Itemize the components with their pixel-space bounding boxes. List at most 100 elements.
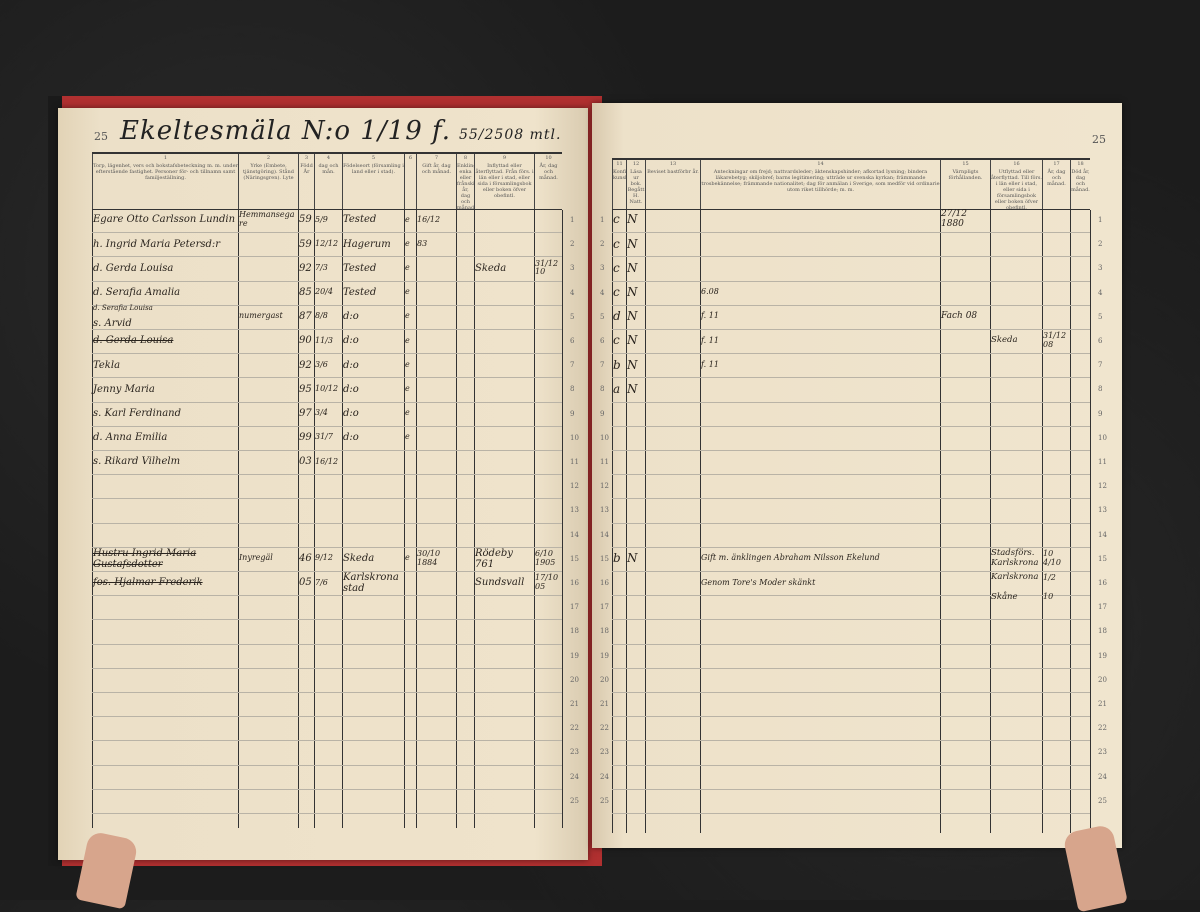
row-number: 14 [570,530,579,539]
row-number: 3 [570,264,575,273]
row-number: 1 [600,216,605,224]
row-number: 15 [600,554,609,563]
handwritten-entry: a [613,381,621,396]
handwritten-entry: 92 [299,359,312,371]
row-number: 4 [570,288,575,297]
column-number: 17 [1053,161,1060,167]
column-header-label: Yrke (Embete, tjänstgöring). Stånd (Näri… [243,163,294,181]
row-number: 25 [1098,796,1107,805]
handwritten-entry: f. 11 [701,311,719,321]
column-number: 9 [502,155,507,161]
row-number: 25 [600,796,609,805]
handwritten-entry: 31/12 08 [1043,331,1067,349]
handwritten-entry: Karlskrona [991,572,1039,583]
column-header: 7 Gift år, dag och månad. [416,154,456,209]
handwritten-entry: d:o [343,408,359,420]
row-number: 13 [600,506,609,515]
handwritten-entry: Sundsvall [475,577,525,589]
column-header: 1 Torp, lägenhet, vers och bokstafsbeteck… [92,154,238,209]
row-rule [612,280,1090,282]
row-number: 19 [570,651,579,660]
column-header-label: Utflyttad eller återflyttad. Till förs. … [991,169,1042,209]
handwritten-entry: Gift m. änklingen Abraham Nilsson Ekelun… [701,553,880,563]
column-header-label: dag och mån. [318,163,339,175]
row-rule [612,377,1090,379]
row-number: 6 [570,337,575,345]
row-rule [612,667,1090,669]
handwritten-entry: s. Rikard Vilhelm [93,456,181,468]
row-number: 5 [600,312,605,321]
row-rule [92,595,562,597]
handwritten-entry: 97 [299,408,312,420]
column-header: 9 Inflyttad eller återflyttad. Från förs.… [474,154,534,209]
handwritten-entry: 10 4/10 [1043,548,1061,567]
column-number: 18 [1077,161,1084,167]
handwritten-entry: d:o [343,383,359,395]
handwritten-entry: s. Karl Ferdinand [93,408,182,420]
row-number: 20 [600,675,609,684]
handwritten-entry: N [627,236,638,251]
handwritten-entry: b [613,357,621,372]
handwritten-entry: d. Anna Emilia [93,432,168,444]
row-number: 18 [600,627,609,636]
column-header: 12 Läsa ur bok. Begått H. Natt. [626,160,645,209]
row-number: 9 [570,409,575,418]
row-number: 22 [570,724,579,733]
column-header-label: Beviset bastförbr år. [647,169,699,175]
column-header: 15 Värnpligts förhållanden. [940,160,990,209]
handwritten-entry: h. Ingrid Maria Petersd:r [93,238,221,250]
handwritten-entry: fos. Hjalmar Frederik [93,577,203,589]
handwritten-entry: e [405,238,410,248]
row-number: 19 [600,651,609,660]
column-header-label: Anteckningar om frejd; nattvardsleder; ä… [701,169,940,193]
handwritten-entry: 92 [299,262,312,274]
row-rule [612,522,1090,524]
row-number: 22 [1098,724,1107,733]
handwritten-entry: 31/7 [315,432,333,442]
row-number: 21 [600,700,609,708]
row-number: 8 [1098,385,1103,394]
handwritten-entry: Skåne [991,591,1018,602]
handwritten-entry: N [627,551,638,566]
column-rule [1042,210,1043,833]
row-rule [612,619,1090,621]
row-rule [612,425,1090,427]
handwritten-entry: 9/12 [315,553,333,563]
row-rule [612,691,1090,693]
row-rule [612,498,1090,500]
row-rule [92,764,562,766]
row-rule [612,304,1090,306]
left-page: 25 Ekeltesmäla N:o 1/19 f. 55/2508 mtl. 1… [58,108,588,860]
handwritten-entry: 11/3 [315,335,333,345]
handwritten-entry: 16/12 [417,214,441,224]
row-rule [92,353,562,355]
row-rule [612,401,1090,403]
row-rule [612,256,1090,258]
handwritten-entry: d. Gerda Louisa [93,262,174,274]
handwritten-entry: e [405,383,410,393]
handwritten-entry: N [627,309,638,324]
column-rule [416,210,417,828]
handwritten-entry: d. Gerda Louisa [93,335,174,347]
row-rule [92,449,562,451]
handwritten-entry: 46 [299,553,312,565]
handwritten-entry: Jenny Maria [93,383,155,395]
row-rule [92,498,562,500]
row-number: 6 [1098,337,1103,345]
row-number: 11 [570,458,579,466]
handwritten-entry: Tested [343,214,377,226]
handwritten-entry: e [405,432,410,442]
column-header-label: Död år, dag och månad. [1071,169,1090,193]
row-rule [92,667,562,669]
row-number: 3 [1098,264,1103,273]
row-rule [612,570,1090,572]
row-rule [92,522,562,524]
handwritten-entry: c [613,260,620,275]
column-number: 3 [304,155,309,161]
column-rule [645,210,646,833]
column-header: 3 Född År [298,154,314,209]
handwritten-entry: numergast [239,311,283,321]
column-rule [474,210,475,828]
handwritten-entry: 16/12 [315,456,339,466]
handwritten-entry: d:o [343,335,359,347]
